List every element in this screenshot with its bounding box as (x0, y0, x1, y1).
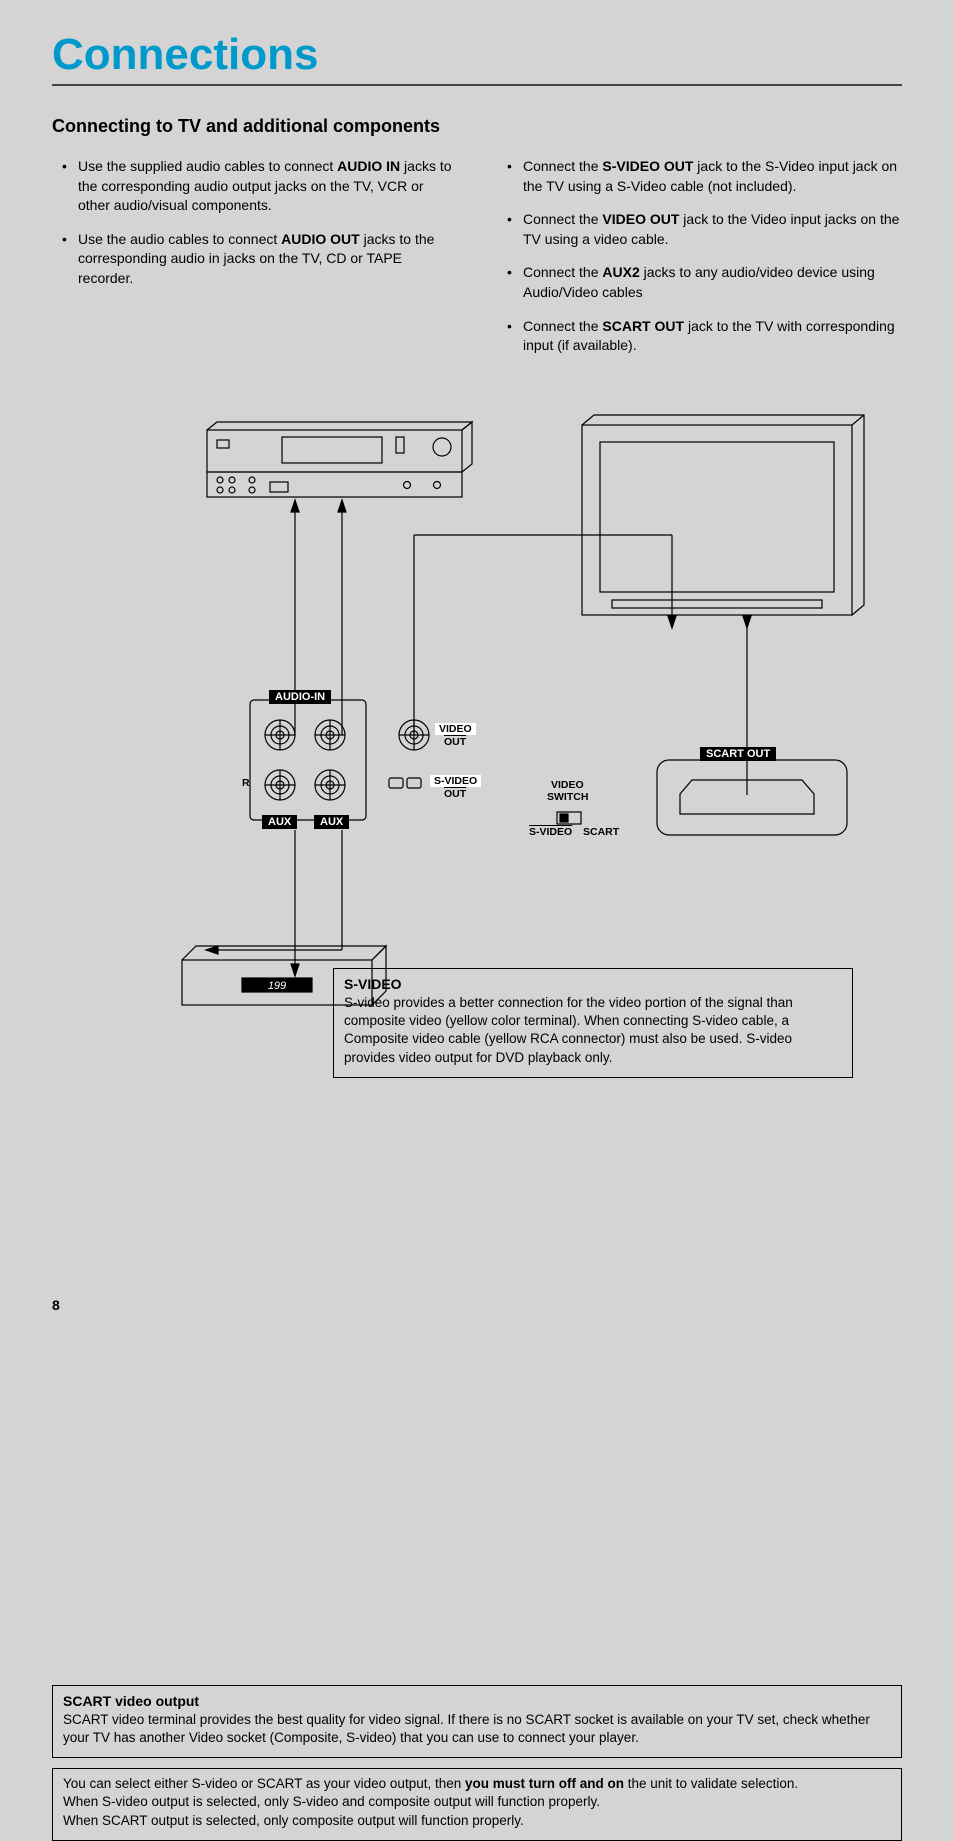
page-title: Connections (52, 30, 902, 80)
bullet-bold: S-VIDEO OUT (602, 158, 693, 174)
label-aux-l: AUX (262, 815, 297, 829)
bullet-bold: AUDIO OUT (281, 231, 360, 247)
bullet-item: Use the audio cables to connect AUDIO OU… (68, 230, 457, 289)
bullet-bold: AUX2 (602, 264, 639, 280)
bullet-item: Connect the VIDEO OUT jack to the Video … (513, 210, 902, 249)
bullet-text: Use the audio cables to connect (78, 231, 281, 247)
svideo-box-title: S-VIDEO (344, 975, 842, 994)
bullet-bold: VIDEO OUT (602, 211, 679, 227)
section-title: Connecting to TV and additional componen… (52, 116, 902, 137)
select-info-box: You can select either S-video or SCART a… (52, 1768, 902, 1841)
title-rule (52, 84, 902, 86)
bullet-item: Connect the SCART OUT jack to the TV wit… (513, 317, 902, 356)
scart-info-box: SCART video output SCART video terminal … (52, 1685, 902, 1758)
select-text: the unit to validate selection. (624, 1776, 798, 1791)
bullet-text: Connect the (523, 211, 602, 227)
label-video-switch1: VIDEO (551, 780, 584, 792)
bullet-bold: AUDIO IN (337, 158, 400, 174)
bullet-text: Connect the (523, 318, 602, 334)
select-bold: you must turn off and on (465, 1776, 624, 1791)
label-video-switch2: SWITCH (547, 792, 588, 804)
right-column: Connect the S-VIDEO OUT jack to the S-Vi… (497, 157, 902, 370)
right-bullet-list: Connect the S-VIDEO OUT jack to the S-Vi… (497, 157, 902, 356)
select-line2: When S-video output is selected, only S-… (63, 1793, 891, 1811)
select-text: You can select either S-video or SCART a… (63, 1776, 465, 1791)
label-scart: SCART (583, 827, 619, 839)
two-column-layout: Use the supplied audio cables to connect… (52, 157, 902, 370)
svg-text:199: 199 (268, 980, 286, 992)
label-video-out2: OUT (444, 737, 466, 749)
bullet-text: Connect the (523, 264, 602, 280)
svideo-box-body: S-video provides a better connection for… (344, 994, 842, 1067)
bullet-bold: SCART OUT (602, 318, 684, 334)
left-column: Use the supplied audio cables to connect… (52, 157, 457, 370)
label-video-out: VIDEO (435, 723, 476, 735)
select-line1: You can select either S-video or SCART a… (63, 1775, 891, 1793)
label-svideo-out: S-VIDEO (430, 775, 481, 787)
bullet-item: Connect the AUX2 jacks to any audio/vide… (513, 263, 902, 302)
label-scart-out: SCART OUT (700, 747, 776, 761)
label-aux-r: AUX (314, 815, 349, 829)
label-svideo: S-VIDEO (529, 827, 572, 839)
bullet-text: Use the supplied audio cables to connect (78, 158, 337, 174)
svideo-info-box: S-VIDEO S-video provides a better connec… (333, 968, 853, 1078)
select-line3: When SCART output is selected, only comp… (63, 1812, 891, 1830)
left-bullet-list: Use the supplied audio cables to connect… (52, 157, 457, 289)
label-audio-in: AUDIO-IN (269, 690, 331, 704)
scart-box-body: SCART video terminal provides the best q… (63, 1711, 891, 1747)
label-svideo-out2: OUT (444, 789, 466, 801)
scart-box-title: SCART video output (63, 1692, 891, 1711)
label-r: R (242, 778, 250, 790)
connection-diagram: 199 AUDIO-IN VIDEO OUT S-VIDEO OUT SCART… (52, 400, 902, 1020)
bullet-text: Connect the (523, 158, 602, 174)
bullet-item: Connect the S-VIDEO OUT jack to the S-Vi… (513, 157, 902, 196)
page-number: 8 (52, 1297, 60, 1313)
bullet-item: Use the supplied audio cables to connect… (68, 157, 457, 216)
